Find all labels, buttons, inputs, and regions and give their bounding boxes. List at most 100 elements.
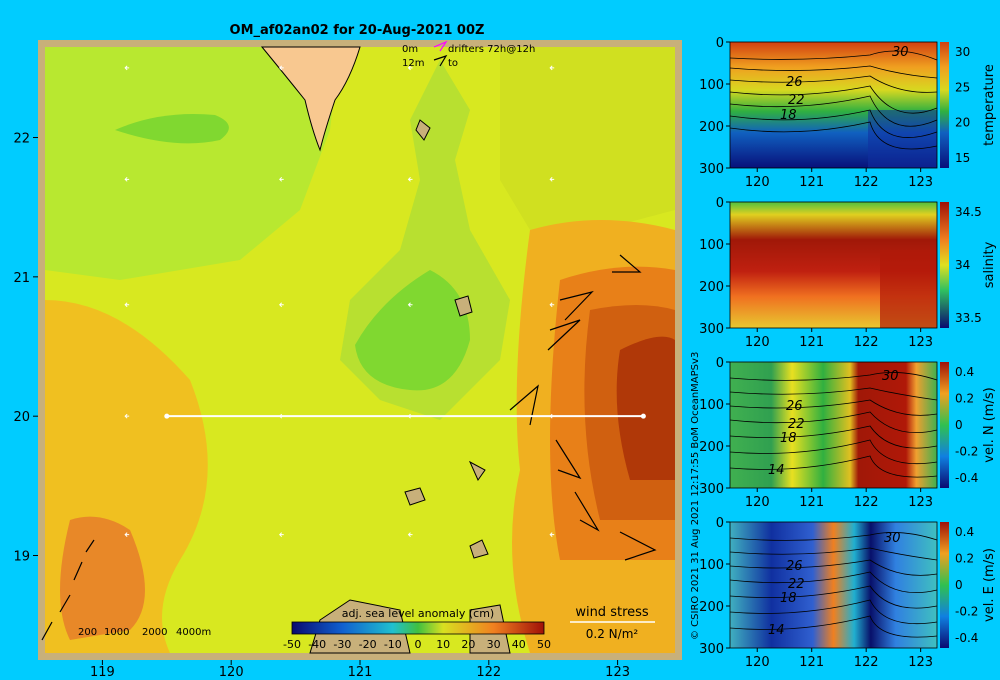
island-2 [454, 295, 473, 317]
panel-3-x-tick-0: 120 [745, 495, 770, 510]
current-arrow-16 [124, 532, 130, 537]
colorbar-bar [291, 621, 545, 635]
colorbar-tick-2: -30 [333, 638, 351, 651]
colorbar-tick-6: 10 [436, 638, 450, 651]
panel-3-y-tick-3: 300 [699, 482, 724, 497]
velocity-north-contour-label-3: 18 [780, 431, 797, 446]
depth-legend-2000: 2000 [142, 627, 167, 638]
panel-1-ylabel: temperature [982, 64, 997, 146]
panel-4-cbar-tick-0: 0.4 [955, 525, 974, 539]
map-y-tick-2: 21 [13, 271, 30, 286]
map-y-tick-1: 20 [13, 410, 30, 425]
velocity-north-contours [729, 372, 938, 478]
velocity-north-field [730, 362, 937, 488]
panel-3-cbar-tick-2: 0 [955, 418, 963, 432]
drifter-legend-to: to [448, 58, 458, 69]
current-arrow-2 [407, 65, 413, 71]
anomaly-low-center [355, 270, 470, 391]
temperature-contour-label-0: 30 [892, 45, 909, 60]
section-panel-axes: 120 121 122 123010020030030252015temperatur… [699, 36, 997, 670]
colorbar-tick-10: 50 [537, 638, 551, 651]
drifter-legend-12m: 12m [402, 58, 424, 69]
velocity-east-contour-label-3: 18 [780, 591, 797, 606]
panel-1-cbar-tick-2: 20 [955, 116, 970, 130]
current-arrow-12 [124, 413, 130, 419]
panel-4-y-tick-1: 100 [699, 558, 724, 573]
current-arrow-5 [279, 176, 284, 182]
depth-legend: 200 1000 2000 4000m [78, 627, 211, 638]
wind-barbs [41, 254, 657, 641]
colorbar-tick-4: -10 [384, 638, 402, 651]
map-y-ticks: 19 20 21 22 [13, 132, 38, 565]
panel-3-ylabel: vel. N (m/s) [982, 387, 997, 462]
velocity-north-contour-label-0: 30 [882, 369, 899, 384]
temperature-panel: 30 26 22 18 [729, 42, 949, 168]
drifter-legend-label: drifters 72h@12h [448, 44, 535, 55]
panel-1-x-tick-2: 122 [854, 175, 879, 190]
map-x-tick-4: 123 [605, 665, 630, 680]
drifter-legend-symbol-2 [433, 54, 448, 67]
anomaly-region-west [45, 47, 340, 280]
panel-3-cbar-tick-0: 0.4 [955, 365, 974, 379]
velocity-east-panel: 30 26 22 18 14 [729, 522, 949, 648]
panel-1-cbar-tick-0: 30 [955, 45, 970, 59]
panel-3-x-tick-3: 123 [908, 495, 933, 510]
panel-frame-2 [729, 201, 938, 329]
map-x-tick-2: 121 [348, 665, 373, 680]
temperature-contour-label-3: 18 [780, 108, 797, 123]
velocity-north-contour-label-1: 26 [786, 399, 803, 414]
sla-colorbar: adj. sea level anomaly (cm) -50 -40 -30 -20… [283, 607, 551, 651]
velocity-east-contours [729, 532, 938, 638]
current-arrow-10 [407, 302, 413, 308]
panel-3-x-tick-1: 121 [799, 495, 824, 510]
current-arrow-8 [124, 302, 130, 308]
velocity-east-colorbar [940, 522, 949, 648]
panel-2-y-tick-1: 100 [699, 238, 724, 253]
current-arrow-19 [549, 532, 555, 537]
panel-2-cbar-tick-1: 34 [955, 258, 970, 272]
panel-4-x-tick-3: 123 [908, 655, 933, 670]
anomaly-region-ne [500, 47, 675, 230]
panel-1-y-tick-3: 300 [699, 162, 724, 177]
panel-3-cbar-tick-4: -0.4 [955, 471, 978, 485]
land-taiwan [260, 46, 361, 152]
panel-4-cbar-tick-3: -0.2 [955, 605, 978, 619]
salinity-colorbar [940, 202, 949, 328]
panel-4-cbar-tick-1: 0.2 [955, 552, 974, 566]
depth-legend-4000m: 4000m [176, 627, 211, 638]
panel-2-x-tick-1: 121 [799, 335, 824, 350]
panel-frame-3 [729, 361, 938, 489]
panel-3-x-tick-2: 122 [854, 495, 879, 510]
panel-1-x-tick-1: 121 [799, 175, 824, 190]
panel-4-y-tick-3: 300 [699, 642, 724, 657]
wind-stress-scale: 0.2 N/m² [586, 627, 639, 641]
colorbar-tick-0: -50 [283, 638, 301, 651]
panel-2-cbar-tick-2: 33.5 [955, 311, 982, 325]
colorbar-tick-9: 40 [512, 638, 526, 651]
velocity-north-contour-label-4: 14 [768, 463, 785, 478]
salinity-east-high [880, 250, 937, 328]
panel-4-ylabel: vel. E (m/s) [982, 548, 997, 622]
wind-stress-label: wind stress [575, 605, 649, 620]
panel-2-ylabel: salinity [982, 241, 997, 288]
colorbar-tick-8: 30 [487, 638, 501, 651]
current-arrow-17 [279, 532, 284, 537]
velocity-north-colorbar [940, 362, 949, 488]
panel-frame-4 [729, 521, 938, 649]
panel-2-x-tick-3: 123 [908, 335, 933, 350]
colorbar-tick-5: 0 [415, 638, 422, 651]
panel-3-y-tick-1: 100 [699, 398, 724, 413]
salinity-panel [730, 202, 949, 328]
panel-4-x-tick-1: 121 [799, 655, 824, 670]
anomaly-low-north [115, 114, 229, 144]
colorbar-label: adj. sea level anomaly (cm) [342, 607, 494, 620]
colorbar-tick-3: -20 [359, 638, 377, 651]
panel-2-x-tick-0: 120 [745, 335, 770, 350]
panel-2-cbar-tick-0: 34.5 [955, 205, 982, 219]
panel-4-x-tick-2: 122 [854, 655, 879, 670]
colorbar-tick-1: -40 [308, 638, 326, 651]
temperature-deep-east [868, 110, 937, 168]
current-arrow-3 [549, 65, 555, 71]
velocity-east-contour-label-4: 14 [768, 623, 785, 638]
current-arrow-7 [549, 176, 555, 182]
